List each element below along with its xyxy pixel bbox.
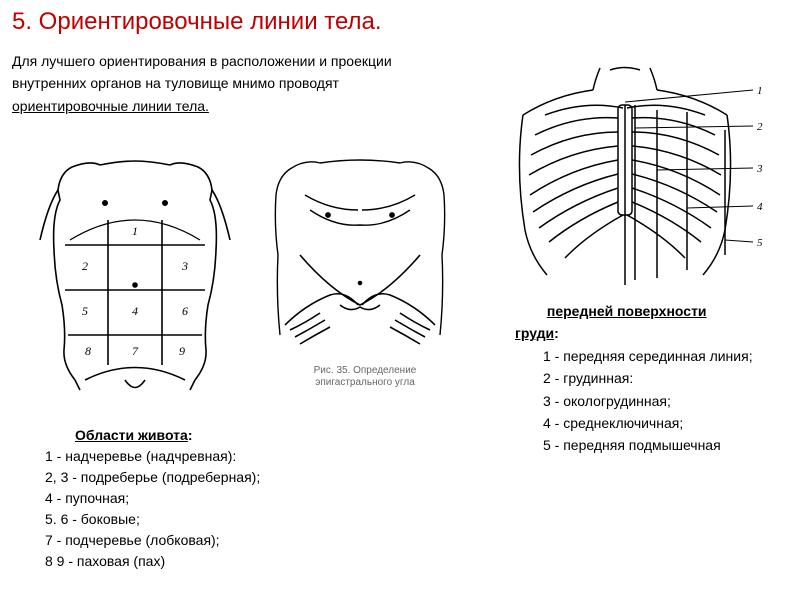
abdomen-regions-figure: 1 2 3 4 5 6 7 8 9 — [30, 155, 240, 410]
chest-item-2: 2 - грудинная: — [515, 367, 785, 389]
figure-caption: Рис. 35. Определение эпигастрального угл… — [285, 365, 445, 389]
abdomen-item-6: 8 9 - паховая (пах) — [15, 551, 295, 572]
abd-label-1: 1 — [132, 224, 138, 238]
abd-label-7: 7 — [132, 344, 139, 358]
abd-label-2: 2 — [82, 259, 88, 273]
abd-label-9: 9 — [179, 344, 185, 358]
abdomen-list: Области живота: 1 - надчеревье (надчревн… — [15, 425, 295, 572]
epigastric-angle-figure — [250, 155, 470, 365]
chest-item-4: 4 - среднеключичная; — [515, 412, 785, 434]
abdomen-list-title: Области живота — [45, 427, 188, 443]
rib-label-3: 3 — [756, 163, 763, 175]
figures-left: 1 2 3 4 5 6 7 8 9 — [15, 155, 485, 415]
chest-title-2: груди — [515, 325, 554, 341]
abdomen-item-3: 4 - пупочная; — [15, 488, 295, 509]
chest-item-1: 1 - передняя серединная линия; — [515, 345, 785, 367]
abd-label-5: 5 — [82, 304, 88, 318]
rib-label-4: 4 — [757, 201, 763, 213]
abdomen-item-1: 1 - надчеревье (надчревная): — [15, 446, 295, 467]
abdomen-item-2: 2, 3 - подреберье (подреберная); — [15, 467, 295, 488]
abd-label-4: 4 — [132, 304, 138, 318]
chest-title-1: передней поверхности — [547, 303, 707, 319]
rib-label-5: 5 — [757, 237, 763, 249]
rib-label-1: 1 — [757, 85, 763, 97]
intro-underlined: ориентировочные линии тела. — [12, 98, 209, 114]
rib-label-2: 2 — [757, 121, 763, 133]
intro-pre: Для лучшего ориентирования в расположени… — [12, 53, 392, 91]
chest-item-3: 3 - окологрудинная; — [515, 390, 785, 412]
abd-label-6: 6 — [182, 304, 188, 318]
abd-label-3: 3 — [181, 259, 188, 273]
chest-item-5: 5 - передняя подмышечная — [515, 434, 785, 456]
abdomen-item-5: 7 - подчеревье (лобковая); — [15, 530, 295, 551]
abd-label-8: 8 — [85, 344, 91, 358]
ribcage-figure: 1 2 3 4 5 — [475, 60, 775, 300]
chest-list: .передней поверхности груди: 1 - передня… — [515, 300, 785, 457]
intro-paragraph: Для лучшего ориентирования в расположени… — [0, 36, 440, 117]
page-title: 5. Ориентировочные линии тела. — [0, 0, 800, 36]
abdomen-item-4: 5. 6 - боковые; — [15, 509, 295, 530]
